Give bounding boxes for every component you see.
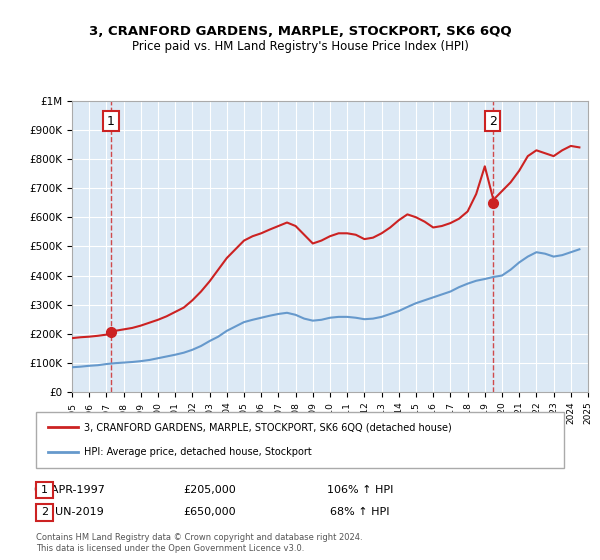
Text: 3, CRANFORD GARDENS, MARPLE, STOCKPORT, SK6 6QQ (detached house): 3, CRANFORD GARDENS, MARPLE, STOCKPORT, …: [84, 422, 452, 432]
Text: HPI: Average price, detached house, Stockport: HPI: Average price, detached house, Stoc…: [84, 447, 312, 457]
Text: £205,000: £205,000: [184, 485, 236, 495]
Text: 1: 1: [41, 485, 48, 495]
Text: £650,000: £650,000: [184, 507, 236, 517]
Text: 04-APR-1997: 04-APR-1997: [33, 485, 105, 495]
Text: 106% ↑ HPI: 106% ↑ HPI: [327, 485, 393, 495]
Text: 68% ↑ HPI: 68% ↑ HPI: [330, 507, 390, 517]
Text: Price paid vs. HM Land Registry's House Price Index (HPI): Price paid vs. HM Land Registry's House …: [131, 40, 469, 53]
Text: 3, CRANFORD GARDENS, MARPLE, STOCKPORT, SK6 6QQ: 3, CRANFORD GARDENS, MARPLE, STOCKPORT, …: [89, 25, 511, 38]
Text: Contains HM Land Registry data © Crown copyright and database right 2024.
This d: Contains HM Land Registry data © Crown c…: [36, 533, 362, 553]
Text: 18-JUN-2019: 18-JUN-2019: [34, 507, 104, 517]
Text: 2: 2: [489, 115, 497, 128]
Text: 1: 1: [107, 115, 115, 128]
Text: 2: 2: [41, 507, 48, 517]
